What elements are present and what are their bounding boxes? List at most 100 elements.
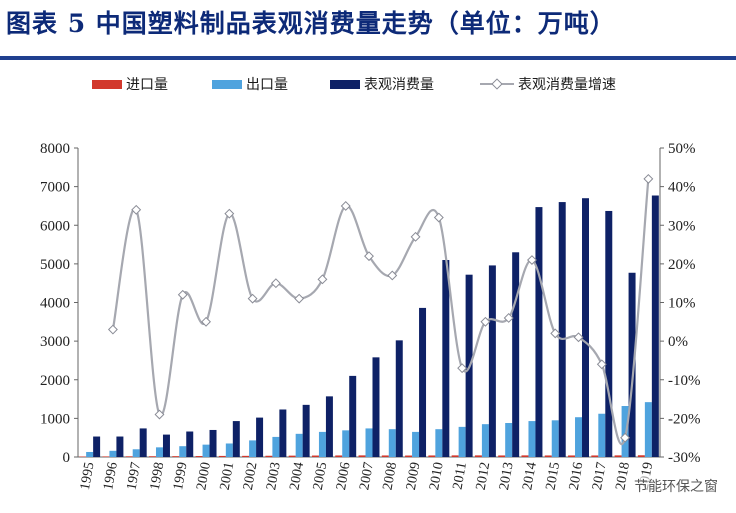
bar-consumption xyxy=(349,375,357,457)
growth-point xyxy=(364,251,374,262)
bar-consumption xyxy=(325,396,333,457)
bar-consumption xyxy=(162,434,170,457)
y-left-tick-label: 6000 xyxy=(40,218,70,234)
bar-import xyxy=(242,455,250,457)
x-tick-label: 2011 xyxy=(451,461,471,491)
x-tick-label: 2015 xyxy=(544,461,564,491)
x-tick-label: 1996 xyxy=(101,461,121,491)
legend-item-consumption: 表观消费量 xyxy=(330,72,434,96)
bar-export xyxy=(179,446,187,457)
growth-point xyxy=(596,359,607,370)
bar-export xyxy=(481,424,489,457)
bar-export xyxy=(575,417,583,457)
bar-import xyxy=(614,455,622,457)
bar-import xyxy=(172,456,180,457)
bar-export xyxy=(551,420,559,457)
bar-consumption xyxy=(419,307,427,457)
growth-point xyxy=(573,332,584,343)
bar-consumption xyxy=(605,210,613,457)
growth-point xyxy=(433,212,444,223)
growth-point xyxy=(131,204,142,215)
bar-export xyxy=(155,447,163,457)
x-tick-label: 1998 xyxy=(148,461,168,491)
y-right-tick-label: -30% xyxy=(668,450,701,466)
bar-import xyxy=(405,455,413,457)
bar-consumption xyxy=(488,265,496,457)
legend-swatch-consumption xyxy=(330,79,360,89)
x-tick-label: 1997 xyxy=(125,461,145,491)
y-right-tick-label: 0% xyxy=(668,334,688,350)
y-right-tick-label: 50% xyxy=(668,141,696,157)
bar-import xyxy=(125,456,133,457)
bar-consumption xyxy=(232,421,240,457)
bar-export xyxy=(621,406,629,457)
x-tick-label: 1995 xyxy=(78,461,98,491)
bar-consumption xyxy=(512,252,520,457)
legend: 进口量 出口量 表观消费量 表观消费量增速 xyxy=(0,72,736,96)
title-underline xyxy=(0,56,736,60)
bar-consumption xyxy=(116,436,124,457)
bar-consumption xyxy=(628,272,636,457)
bar-import xyxy=(637,455,645,457)
bar-import xyxy=(102,456,110,457)
growth-point xyxy=(503,313,514,323)
bar-consumption xyxy=(256,417,264,457)
y-left-tick-label: 4000 xyxy=(40,296,70,312)
legend-label-consumption: 表观消费量 xyxy=(364,77,434,93)
bar-consumption xyxy=(395,340,403,457)
growth-point xyxy=(340,200,351,211)
y-right-tick-label: 30% xyxy=(668,218,696,234)
y-left-tick-label: 8000 xyxy=(40,141,70,157)
bar-export xyxy=(86,451,94,457)
y-left-tick-label: 1000 xyxy=(40,411,70,427)
growth-point xyxy=(527,255,537,265)
bar-consumption xyxy=(302,404,310,457)
growth-point xyxy=(480,316,491,327)
bar-import xyxy=(358,455,366,457)
legend-item-export: 出口量 xyxy=(212,72,288,96)
growth-point xyxy=(620,432,631,443)
growth-point xyxy=(317,274,328,285)
bar-import xyxy=(568,455,576,457)
growth-point xyxy=(201,316,211,327)
bar-consumption xyxy=(582,198,589,457)
bar-consumption xyxy=(209,429,217,457)
x-tick-label: 2005 xyxy=(311,461,331,491)
legend-item-import: 进口量 xyxy=(92,72,168,96)
legend-swatch-export xyxy=(212,79,242,89)
x-tick-label: 2009 xyxy=(404,461,424,491)
bar-consumption xyxy=(442,260,450,457)
bar-consumption xyxy=(279,409,287,457)
x-tick-label: 2013 xyxy=(497,461,517,491)
legend-label-growth: 表观消费量增速 xyxy=(518,77,616,93)
y-right-tick-label: 40% xyxy=(668,180,696,196)
x-tick-label: 1999 xyxy=(171,461,191,491)
bar-export xyxy=(225,443,233,457)
bar-export xyxy=(132,449,140,457)
y-left-tick-label: 0 xyxy=(63,450,71,466)
bar-consumption xyxy=(93,436,101,457)
growth-point xyxy=(107,324,118,335)
growth-point xyxy=(247,293,258,304)
bar-import xyxy=(428,455,436,457)
bar-consumption xyxy=(558,202,566,457)
y-right-tick-label: -10% xyxy=(668,373,701,389)
legend-item-growth: 表观消费量增速 xyxy=(480,72,616,96)
y-left-tick-label: 5000 xyxy=(40,257,70,273)
x-tick-label: 2007 xyxy=(357,461,377,491)
bar-import xyxy=(451,455,459,457)
x-tick-label: 2017 xyxy=(590,461,610,491)
bar-import xyxy=(474,455,482,457)
y-left-tick-label: 2000 xyxy=(40,373,70,389)
bar-export xyxy=(318,431,326,457)
bar-import xyxy=(591,455,599,457)
x-tick-label: 2016 xyxy=(567,461,587,491)
legend-swatch-import xyxy=(92,79,122,89)
bar-export xyxy=(505,423,513,457)
bar-import xyxy=(381,455,389,457)
bar-import xyxy=(521,455,529,457)
bar-export xyxy=(435,429,443,457)
bar-import xyxy=(195,456,203,457)
bar-import xyxy=(218,455,226,457)
